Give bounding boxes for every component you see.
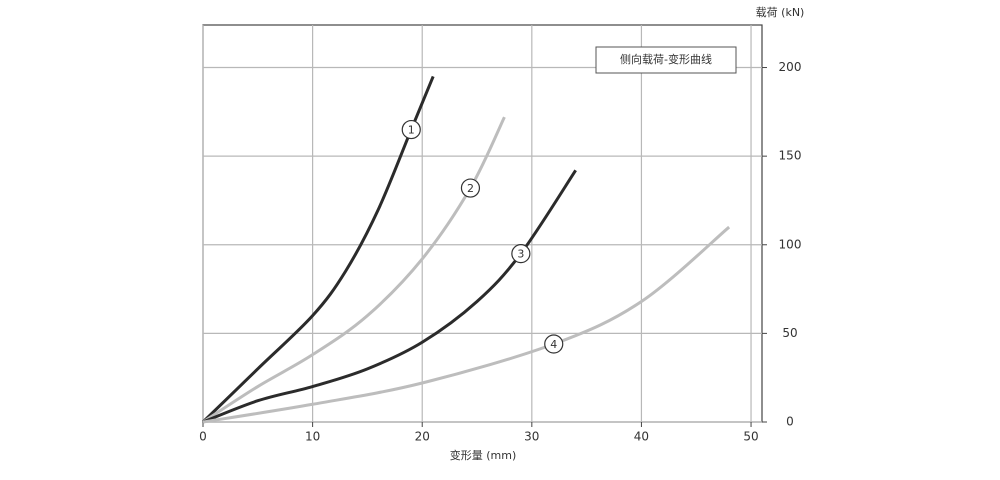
plot-area xyxy=(202,24,763,423)
series-label-circle xyxy=(401,119,421,140)
chart-title: 侧向载荷-变形曲线 xyxy=(620,52,712,66)
series-label-circle xyxy=(460,178,481,198)
series-label-circle xyxy=(544,334,564,354)
series-label: 1 xyxy=(408,124,415,137)
series-label-circle xyxy=(511,244,531,264)
x-tick-label: 20 xyxy=(415,430,430,444)
x-tick-label: 10 xyxy=(305,430,320,444)
title-box xyxy=(595,46,737,74)
x-tick-label: 50 xyxy=(743,430,758,444)
series-line xyxy=(202,225,731,424)
x-axis-label: 变形量 (mm) xyxy=(450,448,517,462)
y-tick-label: 100 xyxy=(779,237,802,251)
y-axis-label: 载荷 (kN) xyxy=(756,6,805,19)
x-tick-label: 0 xyxy=(199,430,207,444)
y-tick-label: 50 xyxy=(782,326,797,340)
y-tick-label: 150 xyxy=(779,149,802,163)
y-tick-label: 0 xyxy=(786,415,794,429)
series-label: 3 xyxy=(517,248,524,261)
y-tick-label: 200 xyxy=(779,60,802,74)
series-label: 2 xyxy=(467,182,474,195)
series-label: 4 xyxy=(550,338,557,351)
x-tick-label: 40 xyxy=(634,430,649,444)
x-tick-label: 30 xyxy=(524,430,539,444)
